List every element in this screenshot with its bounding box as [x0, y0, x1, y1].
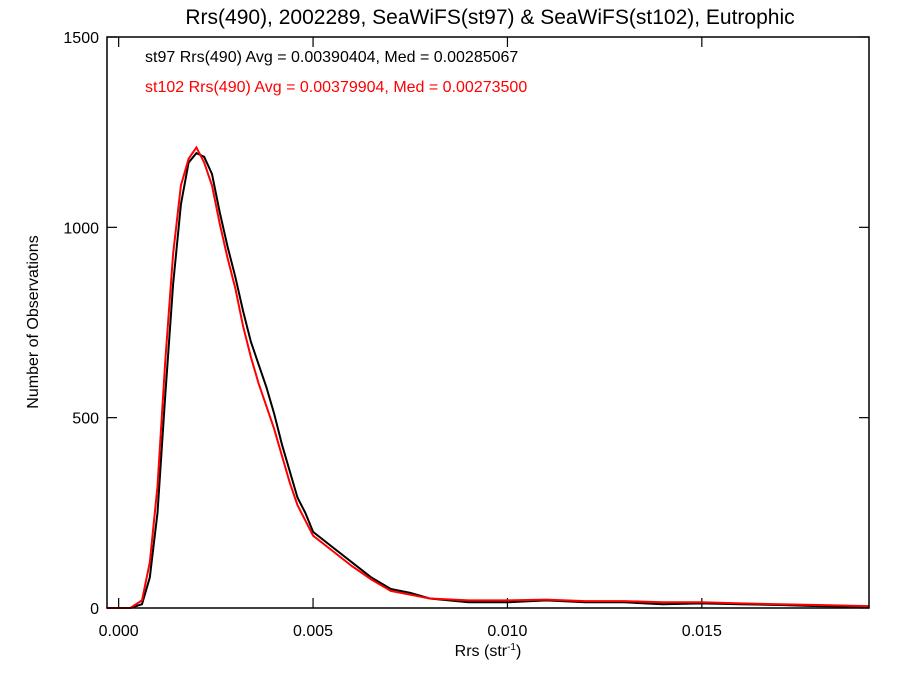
y-axis-ticks: 0 500 1000 1500	[63, 30, 869, 618]
series-line-st97	[107, 151, 870, 609]
data-point-st97	[219, 211, 221, 213]
data-point-st97	[242, 310, 244, 312]
data-point-st102	[156, 485, 159, 487]
data-point-st102	[211, 184, 213, 187]
y-tick-label: 1500	[63, 30, 99, 47]
y-tick-label: 500	[72, 411, 99, 428]
data-point-st102	[506, 599, 509, 601]
data-point-st102	[149, 561, 151, 563]
data-point-st97	[506, 601, 509, 603]
data-point-st102	[584, 600, 586, 602]
data-point-st97	[211, 173, 213, 175]
data-point-st102	[701, 601, 703, 603]
data-point-st102	[304, 519, 306, 522]
data-point-st97	[662, 603, 664, 605]
data-point-st97	[203, 156, 205, 158]
plot-frame	[106, 36, 870, 609]
data-point-st102	[172, 253, 174, 255]
y-tick-label: 1000	[63, 220, 99, 237]
data-point-st102	[265, 405, 267, 407]
data-point-st97	[409, 592, 411, 594]
data-point-st97	[265, 386, 267, 388]
data-point-st102	[623, 600, 625, 602]
data-point-st97	[250, 340, 252, 343]
data-point-st102	[289, 481, 291, 483]
data-point-st97	[370, 576, 372, 579]
data-point-st102	[429, 597, 431, 600]
data-point-st102	[281, 455, 283, 457]
data-point-st102	[467, 599, 470, 601]
x-tick-label: 0.005	[293, 623, 333, 640]
y-axis-label: Number of Observations	[25, 235, 42, 408]
data-point-st97	[258, 363, 260, 365]
data-point-st102	[662, 601, 664, 603]
data-point-st102	[312, 535, 314, 537]
data-point-st97	[273, 413, 275, 415]
data-point-st102	[188, 158, 190, 160]
data-point-st97	[351, 561, 353, 563]
data-point-st97	[180, 203, 182, 206]
data-point-st97	[281, 443, 283, 445]
x-tick-label: 0.010	[487, 623, 527, 640]
data-point-st102	[351, 565, 353, 567]
data-point-st97	[390, 588, 392, 590]
data-point-st102	[250, 356, 252, 358]
data-point-st102	[545, 599, 547, 601]
legend-entry-st97: st97 Rrs(490) Avg = 0.00390404, Med = 0.…	[145, 49, 518, 66]
data-point-st97	[467, 601, 470, 603]
data-point-st102	[226, 257, 229, 259]
data-point-st97	[312, 531, 314, 533]
x-axis-ticks: 0.000 0.005 0.010 0.015	[99, 37, 722, 640]
data-point-st102	[180, 184, 182, 187]
data-point-st97	[149, 576, 151, 579]
data-point-st102	[370, 578, 372, 581]
data-point-st97	[289, 470, 291, 472]
x-tick-label: 0.015	[682, 623, 722, 640]
data-point-st102	[331, 550, 334, 552]
data-point-st102	[141, 599, 143, 601]
data-point-st102	[164, 359, 166, 362]
data-point-st97	[304, 512, 306, 514]
data-point-st97	[195, 152, 198, 154]
data-point-st102	[195, 146, 198, 148]
series-lines	[106, 145, 870, 609]
x-axis-label: Rrs (str-1)	[455, 642, 522, 660]
data-point-st102	[273, 428, 275, 430]
y-tick-label: 0	[90, 601, 99, 618]
data-point-st102	[390, 590, 392, 592]
data-point-st102	[296, 504, 299, 506]
chart-title: Rrs(490), 2002289, SeaWiFS(st97) & SeaWi…	[185, 6, 794, 29]
data-point-st97	[234, 276, 236, 278]
data-point-st102	[242, 325, 244, 327]
data-point-st102	[778, 603, 781, 605]
legend-entry-st102: st102 Rrs(490) Avg = 0.00379904, Med = 0…	[145, 79, 527, 96]
data-point-st102	[409, 594, 411, 596]
data-point-st97	[141, 603, 143, 605]
data-point-st102	[258, 382, 260, 385]
series-line-st102	[107, 145, 870, 609]
x-tick-label: 0.000	[99, 623, 139, 640]
data-point-st102	[219, 222, 221, 225]
data-point-st97	[296, 497, 299, 499]
data-point-st97	[156, 512, 159, 514]
data-point-st97	[172, 283, 174, 286]
data-point-st102	[740, 602, 742, 605]
data-point-st97	[226, 245, 229, 247]
data-point-st102	[234, 287, 236, 289]
data-point-st102	[203, 162, 205, 164]
data-point-st102	[817, 604, 820, 606]
data-point-st97	[331, 546, 334, 548]
data-point-st97	[164, 394, 166, 396]
